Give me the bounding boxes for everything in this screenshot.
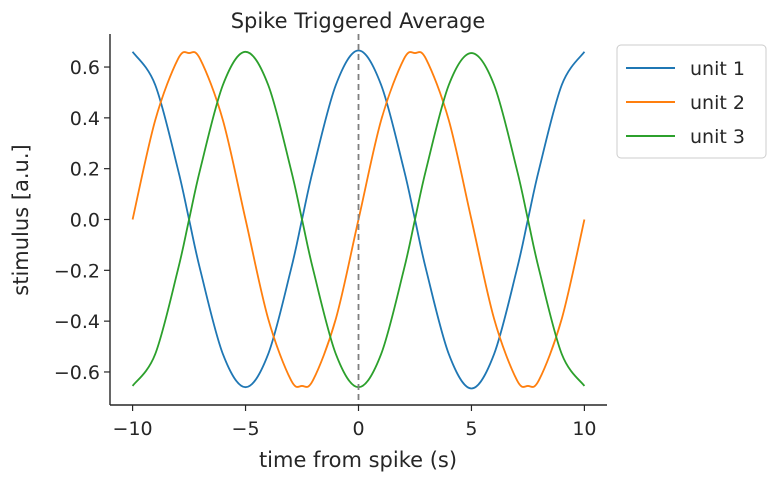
plot-area xyxy=(131,34,586,405)
y-tick-label: −0.4 xyxy=(54,311,100,333)
legend-label-unit-3: unit 3 xyxy=(690,126,745,148)
legend-items: unit 1 unit 2 unit 3 xyxy=(626,58,745,148)
y-axis-label: stimulus [a.u.] xyxy=(9,144,33,295)
series-line-unit-1 xyxy=(131,49,586,390)
y-tick-label: 0.4 xyxy=(70,108,100,130)
x-tick-label: 0 xyxy=(352,418,364,440)
chart-title: Spike Triggered Average xyxy=(231,9,486,33)
y-tick-label: 0.6 xyxy=(70,57,100,79)
x-tick-label: 5 xyxy=(465,418,477,440)
x-ticks: −10 −5 0 5 10 xyxy=(113,405,597,440)
y-tick-label: −0.2 xyxy=(54,260,100,282)
x-axis-label: time from spike (s) xyxy=(259,448,457,472)
y-tick-label: 0.2 xyxy=(70,159,100,181)
legend-label-unit-2: unit 2 xyxy=(690,92,745,114)
legend-label-unit-1: unit 1 xyxy=(690,58,745,80)
x-tick-label: 10 xyxy=(572,418,596,440)
x-tick-label: −10 xyxy=(113,418,153,440)
y-tick-label: 0.0 xyxy=(70,210,100,232)
y-ticks: −0.6 −0.4 −0.2 0.0 0.2 0.4 0.6 xyxy=(54,57,110,384)
x-tick-label: −5 xyxy=(232,418,260,440)
legend: unit 1 unit 2 unit 3 xyxy=(616,44,767,159)
legend-frame xyxy=(616,44,767,159)
y-tick-label: −0.6 xyxy=(54,362,100,384)
